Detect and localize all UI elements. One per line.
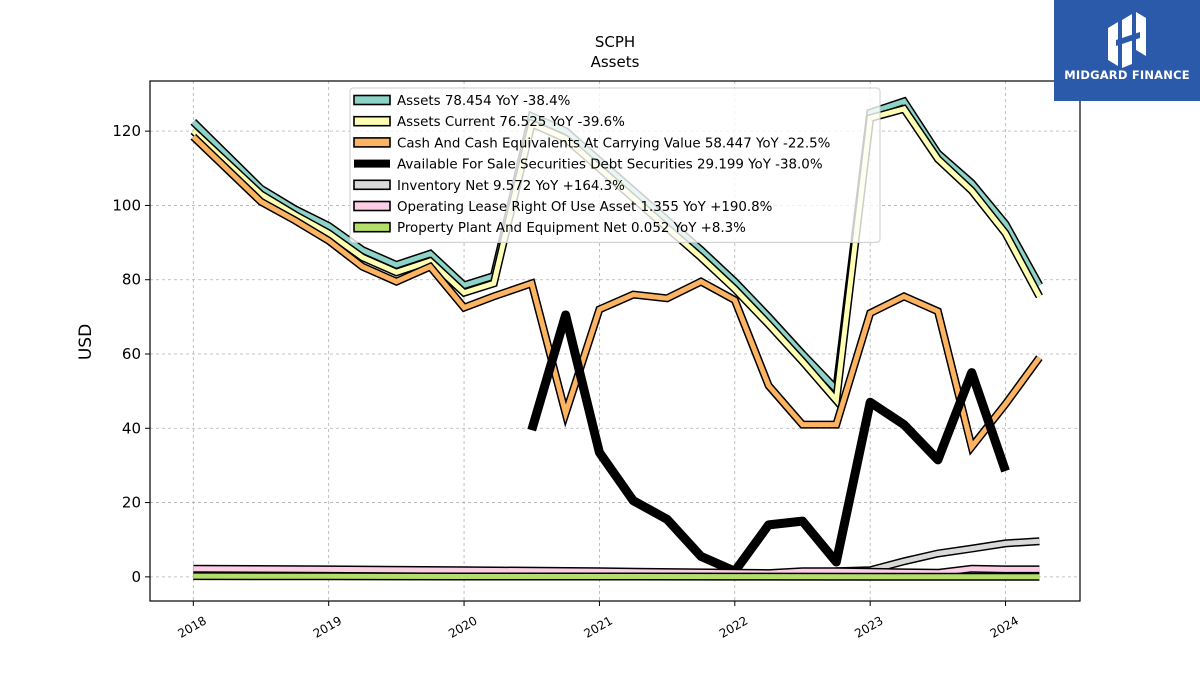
series-line xyxy=(193,573,1040,580)
legend-label: Assets Current 76.525 YoY -39.6% xyxy=(397,115,625,130)
x-tick-label: 2023 xyxy=(852,613,885,640)
legend-item: Inventory Net 9.572 YoY +164.3% xyxy=(353,179,625,194)
legend-box xyxy=(349,87,881,243)
legend-item: Assets Current 76.525 YoY -39.6% xyxy=(353,115,625,130)
brand-name: MIDGARD FINANCE xyxy=(1064,68,1190,82)
series-line xyxy=(193,566,1040,576)
y-tick-label: 0 xyxy=(131,568,141,586)
y-tick-label: 20 xyxy=(122,494,141,512)
legend-label: Inventory Net 9.572 YoY +164.3% xyxy=(397,179,625,194)
legend-item: Available For Sale Securities Debt Secur… xyxy=(354,158,823,173)
legend-item: Property Plant And Equipment Net 0.052 Y… xyxy=(353,221,746,236)
y-tick-label: 80 xyxy=(122,271,141,289)
legend-swatch xyxy=(354,159,390,168)
legend-label: Operating Lease Right Of Use Asset 1.355… xyxy=(397,200,772,215)
legend: Assets 78.454 YoY -38.4% Assets Current 7… xyxy=(349,87,881,243)
legend-item: Assets 78.454 YoY -38.4% xyxy=(353,94,570,109)
legend-swatch xyxy=(353,115,391,127)
x-tick-label: 2022 xyxy=(717,613,750,640)
legend-label: Property Plant And Equipment Net 0.052 Y… xyxy=(397,221,746,236)
x-tick-label: 2020 xyxy=(446,613,479,640)
legend-swatch xyxy=(353,221,391,233)
brand-logo: MIDGARD FINANCE xyxy=(1054,0,1200,101)
series-layer xyxy=(190,96,1043,581)
chart-title: SCPH xyxy=(595,33,635,51)
y-tick-label: 120 xyxy=(112,122,141,140)
legend-swatch xyxy=(353,179,391,191)
series-available-for-sale-securities-debt-securities xyxy=(527,310,1010,576)
legend-swatch xyxy=(353,200,391,212)
series-cash-and-cash-equivalents-at-carrying-value xyxy=(190,133,1043,456)
y-tick-label: 60 xyxy=(122,345,141,363)
x-tick-label: 2024 xyxy=(988,613,1021,640)
plot-frame xyxy=(149,80,1081,602)
legend-swatch xyxy=(353,137,391,148)
y-tick-label: 100 xyxy=(112,196,141,214)
legend-swatch xyxy=(353,94,391,106)
legend-label: Cash And Cash Equivalents At Carrying Va… xyxy=(397,136,830,151)
series-line xyxy=(191,134,1042,453)
x-tick-label: 2019 xyxy=(311,613,344,640)
legend-label: Available For Sale Securities Debt Secur… xyxy=(397,158,823,173)
series-line xyxy=(527,310,1010,576)
series-property-plant-and-equipment-net xyxy=(193,572,1040,581)
chart-subtitle: Assets xyxy=(591,53,640,71)
y-tick-label: 40 xyxy=(122,419,141,437)
series-operating-lease-right-of-use-asset xyxy=(193,564,1040,578)
midgard-logo-icon xyxy=(1108,12,1146,68)
legend-item: Operating Lease Right Of Use Asset 1.355… xyxy=(353,200,772,215)
y-axis-label: USD xyxy=(76,324,96,360)
legend-label: Assets 78.454 YoY -38.4% xyxy=(397,94,570,109)
x-tick-label: 2018 xyxy=(175,613,208,640)
x-tick-label: 2021 xyxy=(581,613,614,640)
legend-item: Cash And Cash Equivalents At Carrying Va… xyxy=(353,136,830,151)
